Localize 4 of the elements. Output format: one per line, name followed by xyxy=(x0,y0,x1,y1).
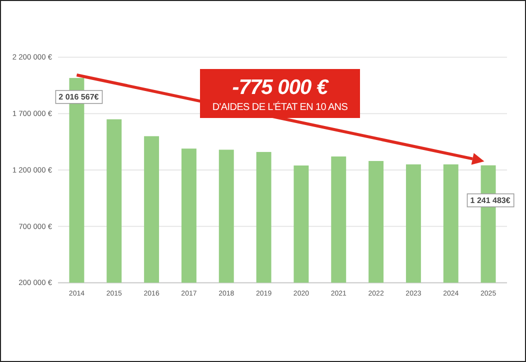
annotation: -775 000 € xyxy=(232,76,330,99)
data-label: 2 016 567€ xyxy=(58,92,100,102)
data-label: 1 241 483€ xyxy=(470,196,511,205)
annotation: D'AIDES DE L'ÉTAT EN 10 ANS xyxy=(212,101,348,113)
